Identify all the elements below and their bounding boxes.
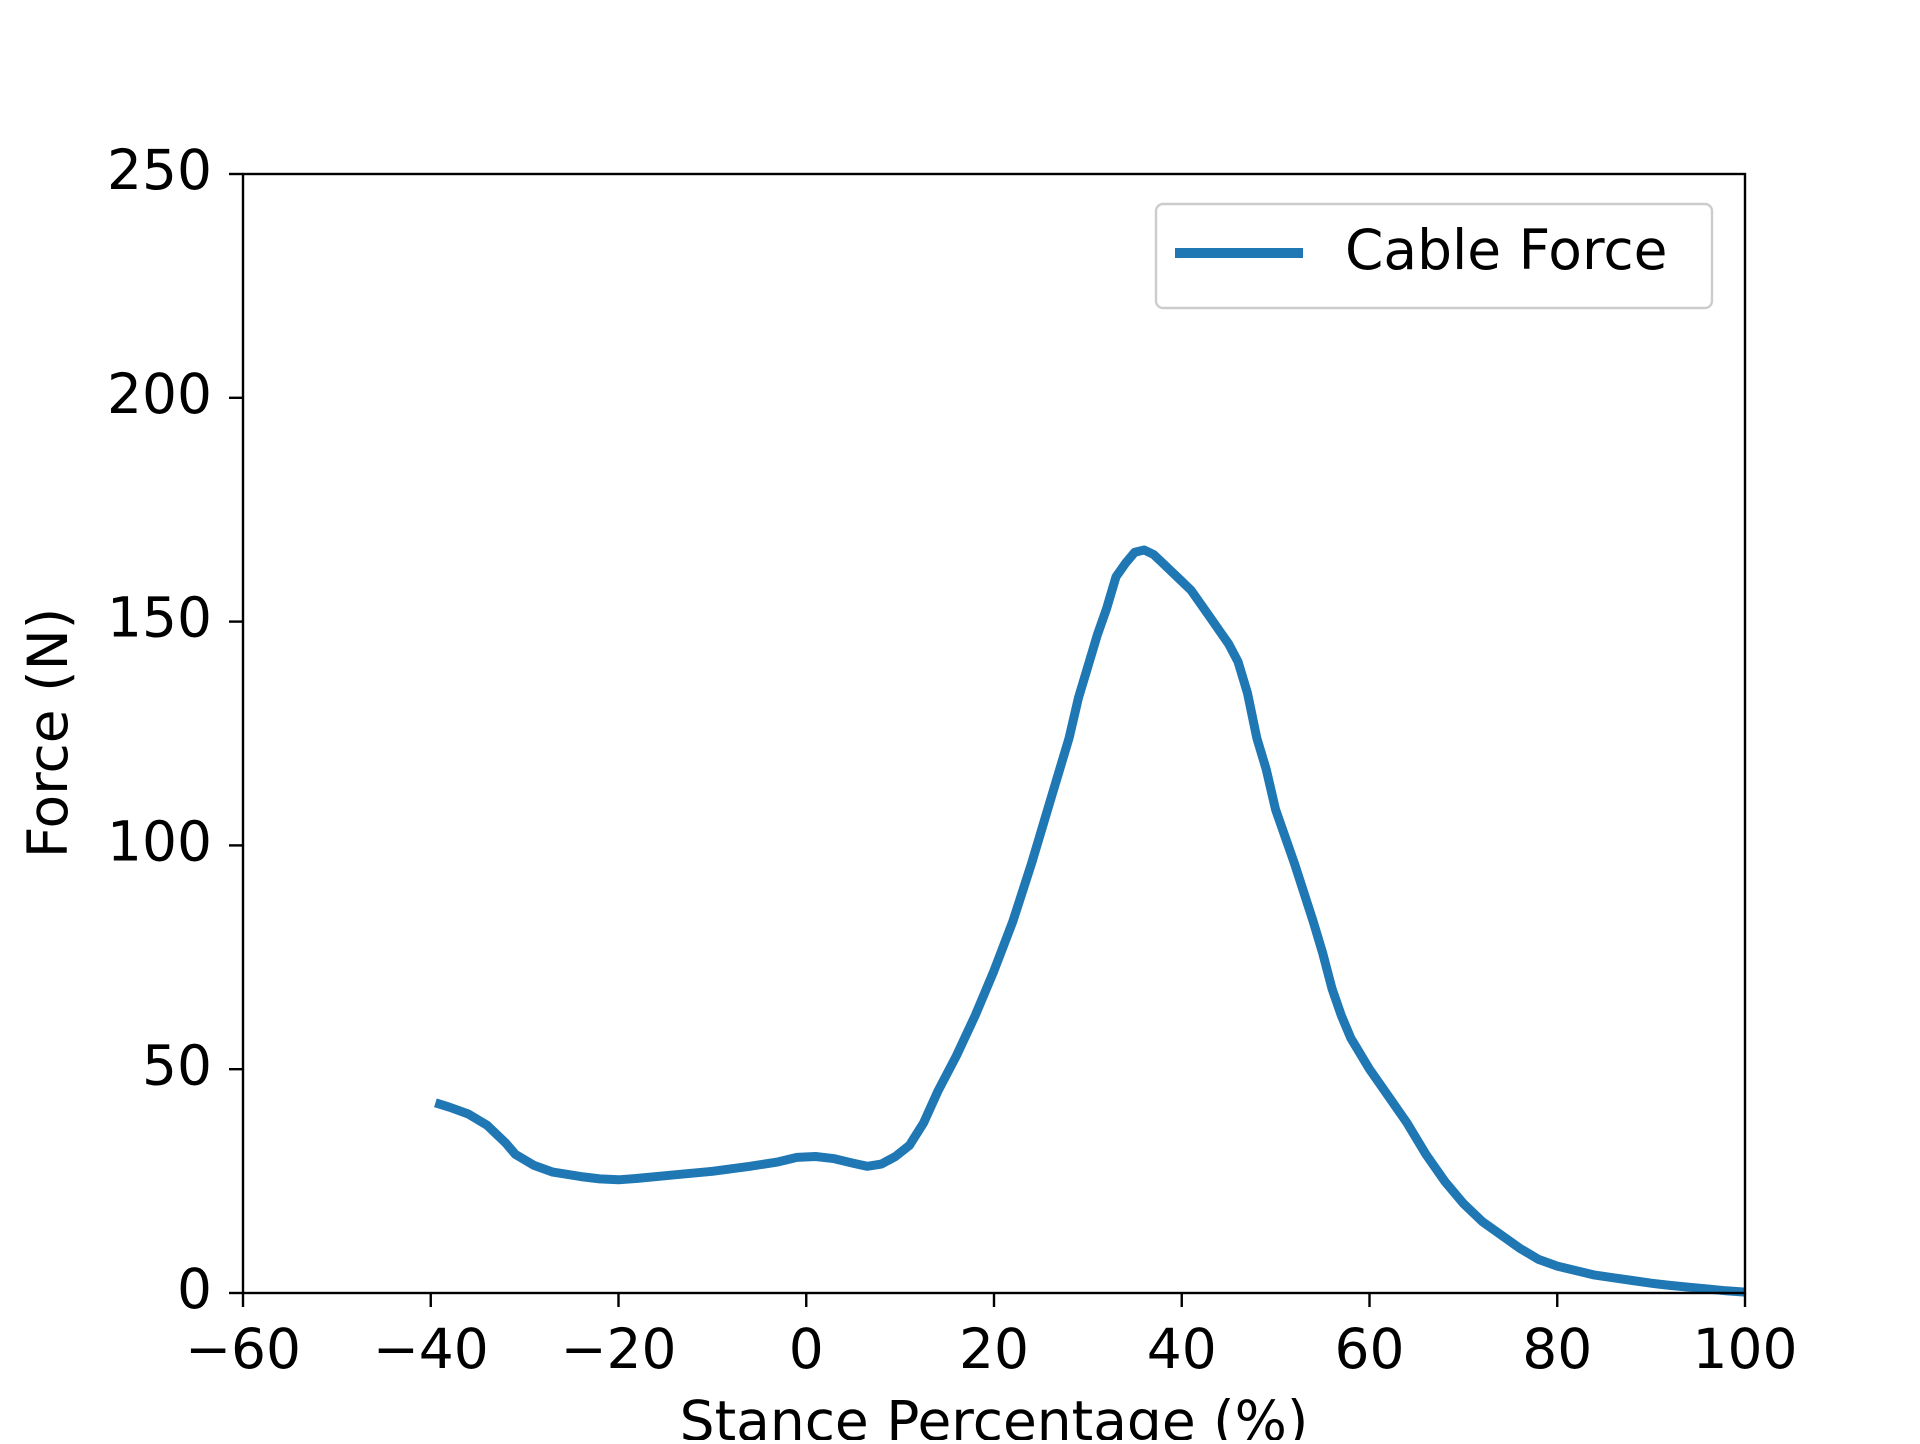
y-axis-ticks: 0 50 100 150 200 250 [107,138,243,1321]
x-tick-label: 20 [959,1317,1029,1381]
y-tick-label: 200 [107,362,212,426]
x-axis-ticks: −60 −40 −20 0 20 40 60 80 100 [185,1293,1798,1381]
x-tick-label: −20 [560,1317,676,1381]
plot-frame [241,172,1747,1295]
x-tick-label: −60 [185,1317,301,1381]
x-tick-label: 100 [1693,1317,1798,1381]
y-tick-label: 250 [107,138,212,202]
x-axis-label: Stance Percentage (%) [680,1389,1309,1440]
y-tick-label: 100 [107,810,212,874]
x-tick-label: 40 [1147,1317,1217,1381]
legend: Cable Force [1154,202,1714,310]
series-line-cable-force [434,545,1746,1297]
y-tick-label: 0 [177,1257,212,1321]
x-tick-label: 0 [789,1317,824,1381]
legend-label-cable-force: Cable Force [1345,218,1667,282]
legend-box [1154,202,1714,310]
x-tick-label: 60 [1335,1317,1405,1381]
plot-area [434,545,1746,1297]
y-tick-label: 50 [142,1033,212,1097]
x-tick-label: −40 [373,1317,489,1381]
y-tick-label: 150 [107,586,212,650]
y-axis-label: Force (N) [16,608,80,858]
x-tick-label: 80 [1522,1317,1592,1381]
